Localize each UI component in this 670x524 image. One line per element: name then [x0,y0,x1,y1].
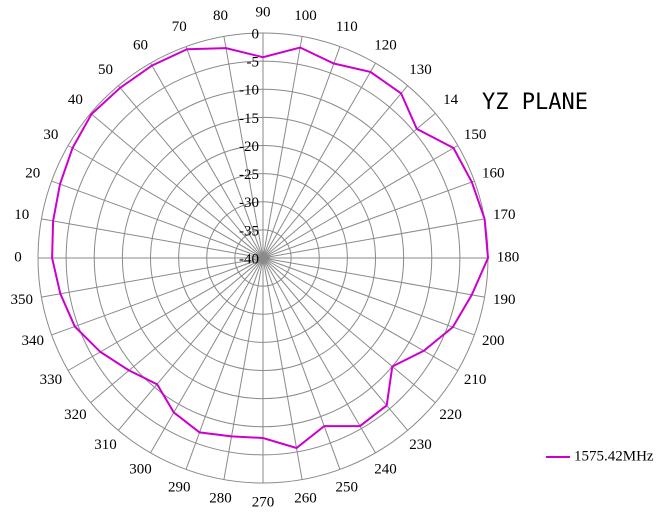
grid-spoke [150,62,264,259]
grid-spoke [262,145,459,259]
theta-tick-label: 90 [256,4,271,20]
grid-spoke [90,112,264,259]
grid-spoke [185,46,264,259]
grid-spoke [262,257,436,404]
theta-tick-label: 230 [409,437,432,453]
grid-spoke [51,257,264,336]
grid-spoke [262,257,485,298]
theta-tick-label: 340 [22,333,45,349]
grid-spoke [262,46,341,259]
grid-spoke [41,257,264,298]
theta-tick-label: 190 [493,292,516,308]
grid-spoke [150,257,264,454]
theta-tick-label: 70 [172,19,187,35]
theta-tick-label: 330 [40,372,63,388]
series-line [51,46,490,450]
theta-tick-label: 240 [374,462,397,478]
grid-spoke [41,218,264,259]
theta-tick-label: 60 [133,37,148,53]
r-tick-label: -40 [239,251,259,267]
theta-tick-label: 320 [64,407,87,423]
theta-tick-label: 260 [294,491,317,507]
theta-tick-label: 200 [482,333,505,349]
plot-area [51,46,490,450]
grid-spoke [262,85,409,259]
theta-tick-label: 14 [443,92,459,108]
r-tick-label: 0 [252,26,260,42]
grid-spoke [262,257,475,336]
grid-spoke [262,257,341,470]
grid-spoke [262,62,376,259]
labels: -40 -35 -30 -25 -20 -15 -10 -5 0 0 10 20 30 40 50 60 70 8… [10,4,519,510]
r-tick-label: -20 [239,139,259,155]
grid-spoke [223,257,264,480]
theta-tick-label: 160 [482,166,505,182]
grid-spoke [117,257,264,431]
theta-tick-label: 290 [168,480,191,496]
theta-tick-label: 210 [464,372,487,388]
grid-spoke [117,85,264,259]
grid-spoke [262,180,475,259]
theta-tick-label: 300 [129,462,152,478]
grid [37,32,489,484]
theta-tick-label: 10 [14,207,29,223]
chart-title: YZ PLANE [482,90,588,115]
theta-tick-label: 120 [374,37,397,53]
theta-tick-label: 130 [409,62,432,78]
grid-spoke [262,257,303,480]
theta-tick-label: 180 [497,249,520,265]
r-tick-label: -25 [239,167,259,183]
theta-tick-label: 0 [14,249,22,265]
r-tick-label: -15 [239,111,259,127]
theta-tick-label: 30 [43,127,58,143]
grid-spoke [262,257,409,431]
theta-tick-label: 170 [493,207,516,223]
r-tick-label: -35 [239,223,259,239]
theta-tick-label: 40 [68,92,83,108]
grid-spoke [223,36,264,259]
theta-tick-label: 20 [25,166,40,182]
grid-spoke [51,180,264,259]
theta-tick-label: 150 [464,127,487,143]
theta-tick-label: 270 [252,494,275,510]
grid-spoke [185,257,264,470]
theta-tick-label: 80 [213,8,228,24]
r-tick-label: -30 [239,195,259,211]
grid-spoke [262,257,459,371]
theta-tick-label: 250 [336,480,359,496]
r-tick-label: -10 [239,83,259,99]
grid-spoke [262,112,436,259]
legend-label: 1575.42MHz [574,448,654,464]
theta-tick-label: 100 [294,8,317,24]
grid-spoke [262,36,303,259]
theta-tick-label: 110 [336,19,358,35]
grid-spoke [262,218,485,259]
theta-tick-label: 280 [209,491,232,507]
grid-spoke [262,257,376,454]
theta-tick-label: 220 [439,407,462,423]
grid-spoke [67,145,264,259]
grid-spoke [90,257,264,404]
theta-tick-label: 350 [10,292,33,308]
r-tick-label: -5 [247,55,260,71]
theta-tick-label: 50 [98,62,113,78]
theta-tick-label: 310 [94,437,117,453]
